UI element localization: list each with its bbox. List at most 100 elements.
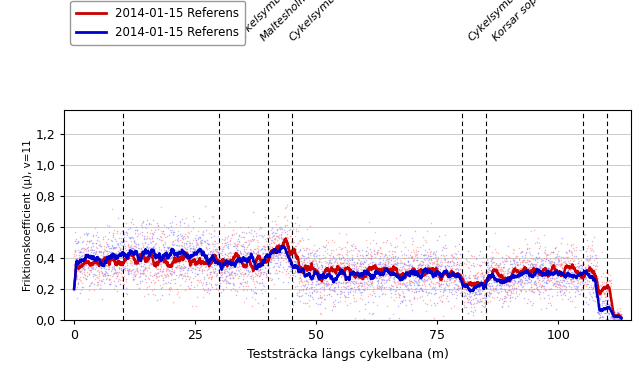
Point [522,257,533,263]
Point [463,278,473,284]
Point [508,287,518,293]
Point [431,261,442,267]
Point [365,255,375,261]
Point [615,316,625,322]
Point [348,280,358,286]
Point [362,244,372,250]
Point [569,263,580,269]
Point [83,258,93,264]
Point [523,279,533,285]
Point [478,274,488,280]
Point [181,241,191,247]
Point [182,238,192,244]
Point [354,257,365,263]
Point [212,246,222,252]
Point [609,315,620,321]
Point [386,272,397,277]
Point [245,237,256,243]
Point [382,271,392,277]
Point [524,286,535,292]
Point [573,260,583,266]
Point [258,250,268,256]
Point [145,254,155,260]
Point [612,315,623,321]
Point [328,247,338,253]
Point [205,258,215,263]
Point [413,268,424,273]
Point [175,218,185,224]
Point [223,255,233,261]
Point [398,274,408,280]
Point [586,276,596,282]
Point [388,266,398,272]
Point [583,258,593,263]
Point [118,256,129,262]
Point [565,264,575,270]
Point [398,290,408,296]
Point [509,260,520,266]
Point [94,264,104,270]
Point [107,244,117,250]
Point [481,296,491,301]
Point [279,266,289,272]
Point [259,255,269,261]
Point [512,261,522,267]
Point [247,289,258,294]
Point [551,284,562,290]
Point [471,275,482,281]
Point [483,269,493,275]
Point [85,267,95,273]
Point [475,291,485,297]
Point [583,262,593,268]
Point [328,262,338,268]
Point [252,259,262,265]
Point [281,256,291,262]
Point [539,255,549,261]
Point [97,272,108,278]
Point [260,236,270,242]
Point [195,234,205,240]
Point [413,277,423,283]
Point [395,264,406,270]
Point [311,289,321,295]
Point [206,281,216,287]
Point [108,249,118,255]
Point [305,250,316,256]
Point [452,266,462,272]
Point [310,267,320,273]
Point [419,281,429,287]
Point [307,289,317,295]
Point [456,271,466,277]
Point [531,285,541,291]
Point [413,282,424,287]
Point [499,272,509,277]
Point [601,310,611,316]
Point [276,225,286,231]
Point [402,285,413,291]
Point [221,275,231,280]
Point [518,262,528,268]
Point [392,235,402,241]
Point [237,243,247,249]
Point [396,273,406,279]
Point [130,230,140,236]
Point [437,271,447,277]
Point [261,270,271,276]
Point [262,252,272,258]
Point [608,307,618,313]
Point [587,294,597,300]
Point [160,253,170,259]
Point [574,272,584,277]
Point [196,248,207,254]
Point [408,257,418,263]
Point [570,275,580,281]
Point [252,272,262,278]
Point [511,259,521,265]
Point [509,285,519,291]
Point [381,303,392,309]
Point [486,263,497,269]
Point [276,254,287,260]
Point [100,255,111,261]
Point [305,252,315,258]
Point [410,268,420,274]
